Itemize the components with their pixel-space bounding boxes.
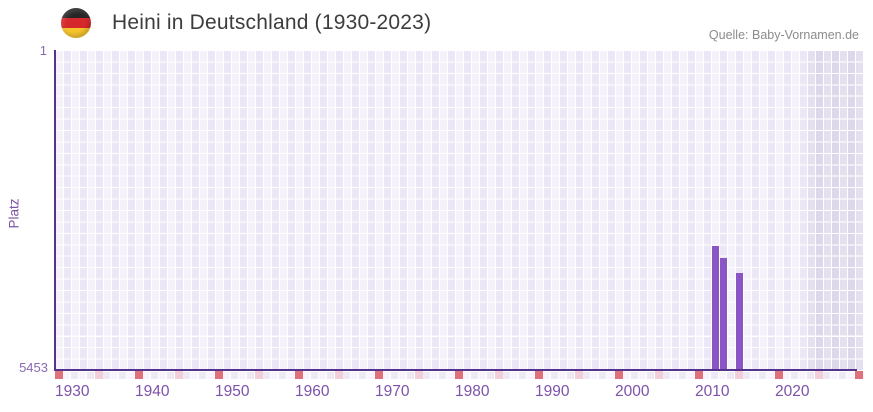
decade-tick-mark xyxy=(295,371,303,379)
half-decade-tick-mark xyxy=(495,371,503,379)
x-tick-label: 2020 xyxy=(775,383,810,400)
decade-tick-mark xyxy=(695,371,703,379)
half-decade-tick-mark xyxy=(255,371,263,379)
half-decade-tick-mark xyxy=(735,371,743,379)
half-decade-tick-mark xyxy=(175,371,183,379)
decade-tick-mark xyxy=(55,371,63,379)
half-decade-tick-mark xyxy=(815,371,823,379)
y-axis-line xyxy=(54,50,56,371)
decade-tick-mark xyxy=(855,371,863,379)
x-tick-label: 1990 xyxy=(535,383,570,400)
half-decade-tick-mark xyxy=(575,371,583,379)
half-decade-tick-mark xyxy=(95,371,103,379)
decade-tick-mark xyxy=(455,371,463,379)
half-decade-tick-mark xyxy=(335,371,343,379)
chart-title: Heini in Deutschland (1930-2023) xyxy=(112,11,432,34)
decade-tick-mark xyxy=(775,371,783,379)
y-axis-label: Platz xyxy=(6,198,22,229)
y-tick-top: 1 xyxy=(39,43,47,58)
german-flag-icon xyxy=(61,8,91,38)
bar-2012[interactable] xyxy=(712,245,719,370)
x-axis-labels: 1930 1940 1950 1960 1970 1980 1990 2000 2010 2020 xyxy=(55,383,864,403)
source-label: Quelle: Baby-Vornamen.de xyxy=(708,28,859,42)
x-tick-label: 1930 xyxy=(55,383,90,400)
x-tick-label: 1940 xyxy=(135,383,170,400)
x-axis-tick-strip xyxy=(55,371,864,379)
half-decade-tick-mark xyxy=(655,371,663,379)
bar-2013[interactable] xyxy=(720,258,727,370)
x-tick-label: 1960 xyxy=(295,383,330,400)
decade-tick-mark xyxy=(535,371,543,379)
y-tick-bottom: 5453 xyxy=(19,360,48,375)
x-tick-label: 1980 xyxy=(455,383,490,400)
bar-2015[interactable] xyxy=(736,273,743,370)
x-tick-label: 2000 xyxy=(615,383,650,400)
decade-tick-mark xyxy=(135,371,143,379)
half-decade-tick-mark xyxy=(415,371,423,379)
x-tick-label: 2010 xyxy=(695,383,730,400)
x-tick-label: 1950 xyxy=(215,383,250,400)
decade-tick-mark xyxy=(375,371,383,379)
x-axis-line xyxy=(54,369,857,371)
decade-tick-mark xyxy=(615,371,623,379)
decade-tick-mark xyxy=(215,371,223,379)
gridlines xyxy=(55,50,864,370)
plot-area xyxy=(55,50,864,370)
x-tick-label: 1970 xyxy=(375,383,410,400)
